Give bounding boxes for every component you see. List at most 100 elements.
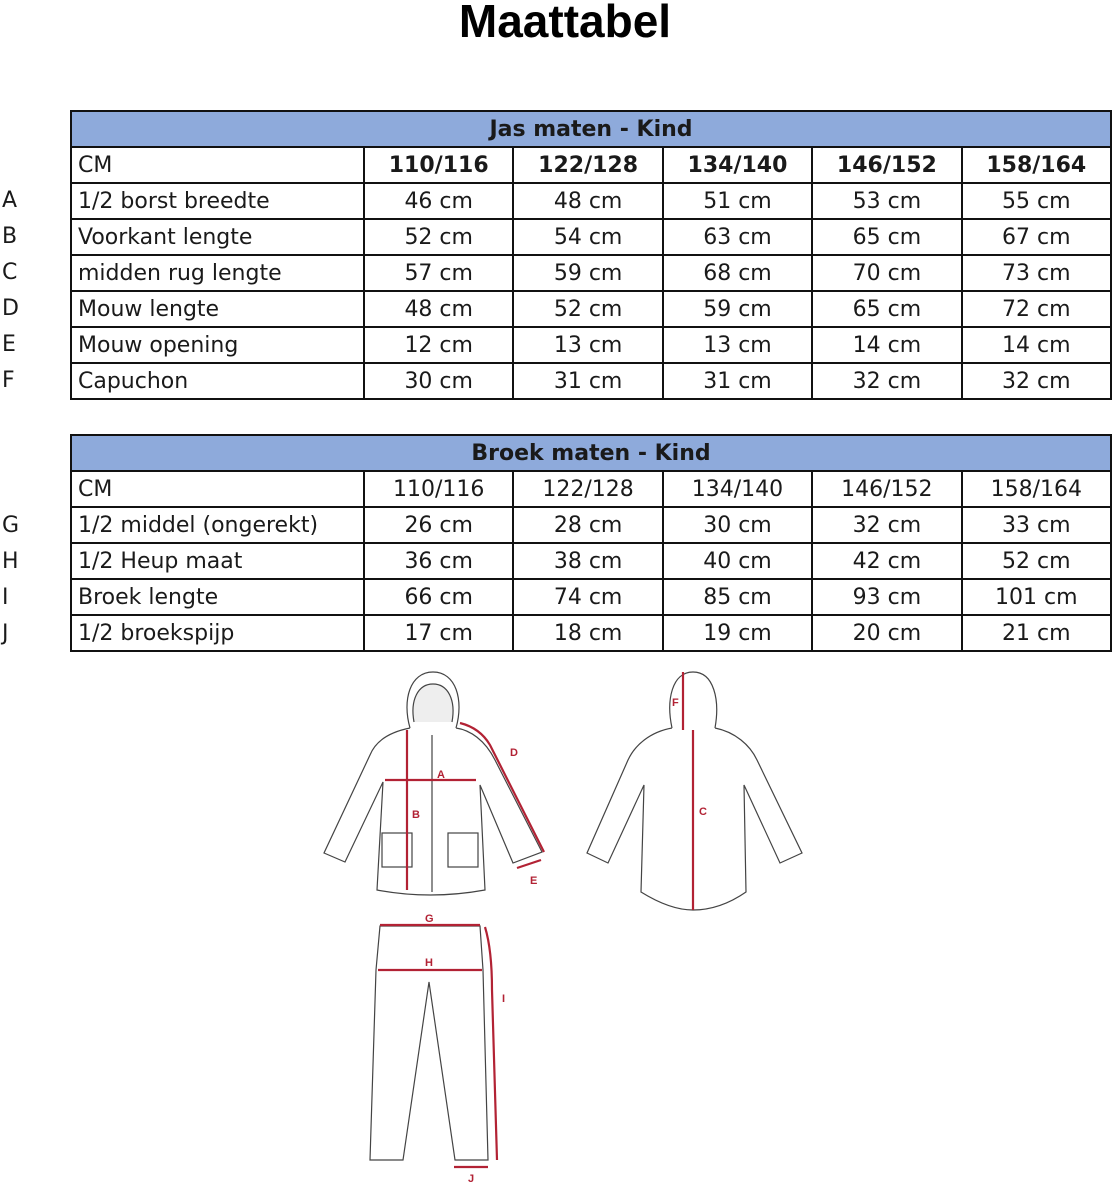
unit-label: CM — [70, 146, 365, 184]
jacket-back-outline — [586, 671, 803, 911]
measurement-value: 36 cm — [362, 542, 515, 580]
measurement-value: 48 cm — [362, 290, 515, 328]
size-column-header: 146/152 — [811, 146, 963, 184]
size-column-header: 146/152 — [811, 470, 963, 508]
measurement-value: 57 cm — [362, 254, 515, 292]
table-row: Voorkant lengte 52 cm 54 cm 63 cm 65 cm 67 cm — [70, 218, 1113, 256]
measurement-label: 1/2 broekspijp — [70, 614, 365, 652]
label-b: B — [412, 809, 420, 821]
measure-line-d — [459, 721, 545, 853]
size-column-header: 158/164 — [960, 470, 1113, 508]
size-column-header: 158/164 — [960, 146, 1113, 184]
row-letter: A — [2, 188, 18, 213]
jacket-pocket-right — [447, 832, 479, 868]
measurement-value: 32 cm — [960, 362, 1113, 400]
measurement-value: 52 cm — [960, 542, 1113, 580]
table-heading-row: Broek maten - Kind — [70, 434, 1112, 472]
measurement-value: 33 cm — [960, 506, 1113, 544]
measurement-value: 31 cm — [512, 362, 664, 400]
measurement-value: 55 cm — [960, 182, 1113, 220]
row-letter: H — [2, 549, 19, 574]
measurement-value: 12 cm — [362, 326, 515, 364]
row-letter: I — [2, 585, 9, 610]
measurement-value: 65 cm — [811, 218, 963, 256]
measurement-value: 51 cm — [661, 182, 814, 220]
pants-outline — [369, 925, 489, 1161]
measurement-value: 67 cm — [960, 218, 1113, 256]
measurement-value: 63 cm — [661, 218, 814, 256]
size-column-header: 134/140 — [661, 146, 814, 184]
measurement-value: 74 cm — [512, 578, 664, 616]
table-row: Broek lengte 66 cm 74 cm 85 cm 93 cm 101 cm — [70, 578, 1113, 616]
measurement-value: 31 cm — [661, 362, 814, 400]
measurement-value: 13 cm — [661, 326, 814, 364]
measurement-value: 32 cm — [811, 362, 963, 400]
measurement-value: 101 cm — [960, 578, 1113, 616]
table-heading: Broek maten - Kind — [70, 434, 1112, 472]
table-row: 1/2 Heup maat 36 cm 38 cm 40 cm 42 cm 52 cm — [70, 542, 1113, 580]
measurement-value: 18 cm — [512, 614, 664, 652]
row-letter: D — [2, 296, 19, 321]
label-e: E — [530, 875, 537, 887]
measurement-value: 30 cm — [362, 362, 515, 400]
size-column-header: 110/116 — [362, 470, 515, 508]
label-h: H — [425, 957, 433, 969]
measurement-label: Broek lengte — [70, 578, 365, 616]
label-j: J — [468, 1173, 474, 1185]
measurement-label: Voorkant lengte — [70, 218, 365, 256]
table-heading-row: Jas maten - Kind — [70, 110, 1112, 148]
table-row: 1/2 borst breedte 46 cm 48 cm 51 cm 53 cm 55 … — [70, 182, 1113, 220]
unit-label: CM — [70, 470, 365, 508]
garment-measurement-illustration: A B C D E F G H I J — [323, 671, 803, 1185]
measurement-value: 42 cm — [811, 542, 963, 580]
size-column-header: 122/128 — [512, 470, 664, 508]
measurement-value: 52 cm — [512, 290, 664, 328]
measurement-value: 14 cm — [811, 326, 963, 364]
measurement-label: midden rug lengte — [70, 254, 365, 292]
measurement-value: 72 cm — [960, 290, 1113, 328]
measurement-value: 19 cm — [661, 614, 814, 652]
measurement-value: 68 cm — [661, 254, 814, 292]
measurement-value: 70 cm — [811, 254, 963, 292]
jacket-pocket-left — [381, 832, 413, 868]
label-f: F — [672, 697, 679, 709]
row-letter: F — [2, 368, 15, 393]
jacket-size-table: Jas maten - Kind CM 110/116 122/128 134/140 1… — [70, 110, 1113, 400]
label-i: I — [502, 993, 505, 1005]
size-column-header: 110/116 — [362, 146, 515, 184]
table-row: 1/2 middel (ongerekt) 26 cm 28 cm 30 cm 32 c… — [70, 506, 1113, 544]
measurement-value: 59 cm — [661, 290, 814, 328]
table-heading: Jas maten - Kind — [70, 110, 1112, 148]
measurement-label: 1/2 borst breedte — [70, 182, 365, 220]
garment-outlines — [323, 671, 803, 1161]
jacket-front-outline — [323, 671, 543, 896]
measurement-label: Mouw lengte — [70, 290, 365, 328]
measurement-value: 52 cm — [362, 218, 515, 256]
label-c: C — [699, 806, 707, 818]
measurement-value: 21 cm — [960, 614, 1113, 652]
measure-line-i — [483, 926, 499, 1161]
measurement-value: 32 cm — [811, 506, 963, 544]
measurement-value: 73 cm — [960, 254, 1113, 292]
measurement-value: 40 cm — [661, 542, 814, 580]
measurement-value: 46 cm — [362, 182, 515, 220]
jacket-hood-inner — [412, 683, 454, 723]
measurement-label: Mouw opening — [70, 326, 365, 364]
label-d: D — [510, 747, 518, 759]
page-title: Maattabel — [458, 0, 672, 47]
measurement-value: 38 cm — [512, 542, 664, 580]
measure-lines — [378, 672, 695, 1169]
measurement-value: 28 cm — [512, 506, 664, 544]
size-header-row: CM 110/116 122/128 134/140 146/152 158/164 — [70, 146, 1113, 184]
row-letter: G — [2, 513, 20, 538]
measurement-value: 13 cm — [512, 326, 664, 364]
measurement-value: 66 cm — [362, 578, 515, 616]
pants-size-table: Broek maten - Kind CM 110/116 122/128 134/14… — [70, 434, 1113, 652]
size-column-header: 122/128 — [512, 146, 664, 184]
row-letter: C — [2, 260, 18, 285]
measurement-label: Capuchon — [70, 362, 365, 400]
label-g: G — [425, 913, 434, 925]
table-row: Mouw opening 12 cm 13 cm 13 cm 14 cm 14 cm — [70, 326, 1113, 364]
